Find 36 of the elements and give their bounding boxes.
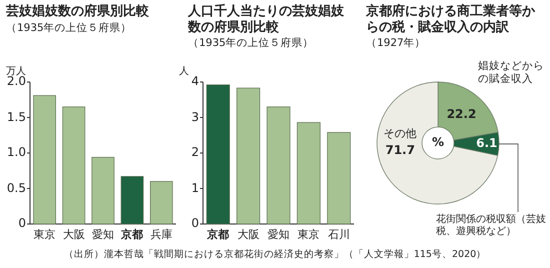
title: 芸妓娼妓数の府県別比較 (6, 4, 150, 20)
tick-label: 1.5 (6, 110, 26, 124)
category: 京都 (206, 228, 230, 242)
subtitle: （1927年） (366, 37, 426, 50)
tick-label: 0 (17, 216, 26, 230)
category: 娼妓などからの賦金収入 (478, 60, 544, 86)
category: 愛知 (91, 228, 115, 242)
category: その他 (382, 127, 418, 140)
tick-label: 1.0 (6, 145, 26, 160)
tick-label: 1 (190, 180, 199, 195)
title: 人口千人当たりの芸妓娼妓数の府県別比較 (188, 4, 345, 36)
tick-label: 2.0 (6, 74, 26, 88)
tick-label: 0.5 (6, 180, 26, 195)
data-label: 6.1 (475, 136, 498, 150)
category: 大阪 (236, 228, 260, 242)
category: 東京 (296, 228, 321, 242)
category: 京都 (120, 228, 144, 242)
category: 愛知 (266, 228, 290, 242)
ylabel: 人 (179, 66, 189, 78)
tick-label: 3 (190, 110, 199, 124)
category: 花街関係の税収額（芸妓税、遊興税など） (436, 214, 547, 238)
annotation: （出所）瀧本哲哉「戦間期における京都花街の経済史的考察」（「人文学報」115号、2020） (62, 249, 488, 260)
data-label: 22.2 (446, 106, 478, 122)
ylabel: 万人 (6, 66, 26, 77)
title: 京都府における商工業者等からの税・賦金収入の内訳 (366, 4, 536, 36)
subtitle: （1935年の上位５府県） (188, 37, 314, 50)
data-label: 71.7 (384, 143, 416, 158)
annotation: % (430, 135, 446, 150)
category: 大阪 (62, 228, 86, 242)
tick-label: 0 (190, 216, 199, 230)
tick-label: 4 (190, 74, 199, 88)
category: 兵庫 (149, 228, 174, 242)
tick-label: 2 (190, 145, 199, 160)
category: 東京 (32, 228, 57, 242)
category: 石川 (326, 228, 351, 242)
subtitle: （1935年の上位５府県） (6, 22, 132, 35)
